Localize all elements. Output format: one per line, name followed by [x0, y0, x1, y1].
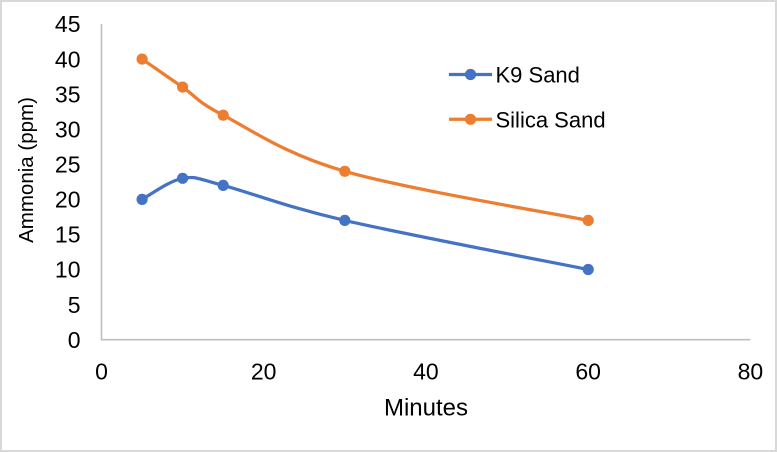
svg-text:Minutes: Minutes — [384, 395, 468, 422]
svg-text:35: 35 — [55, 81, 81, 107]
svg-text:45: 45 — [55, 11, 81, 37]
svg-text:40: 40 — [55, 46, 81, 72]
svg-text:40: 40 — [413, 359, 439, 385]
svg-text:25: 25 — [55, 152, 81, 178]
svg-text:5: 5 — [68, 292, 81, 318]
svg-text:10: 10 — [55, 257, 81, 283]
svg-text:20: 20 — [251, 359, 277, 385]
svg-text:0: 0 — [68, 327, 81, 353]
svg-text:80: 80 — [738, 359, 764, 385]
svg-text:0: 0 — [95, 359, 108, 385]
svg-text:15: 15 — [55, 222, 81, 248]
svg-text:20: 20 — [55, 187, 81, 213]
svg-text:30: 30 — [55, 116, 81, 142]
svg-text:Ammonia (ppm): Ammonia (ppm) — [15, 97, 38, 243]
svg-text:Silica Sand: Silica Sand — [496, 107, 606, 132]
svg-text:60: 60 — [575, 359, 601, 385]
svg-text:K9 Sand: K9 Sand — [496, 63, 580, 88]
